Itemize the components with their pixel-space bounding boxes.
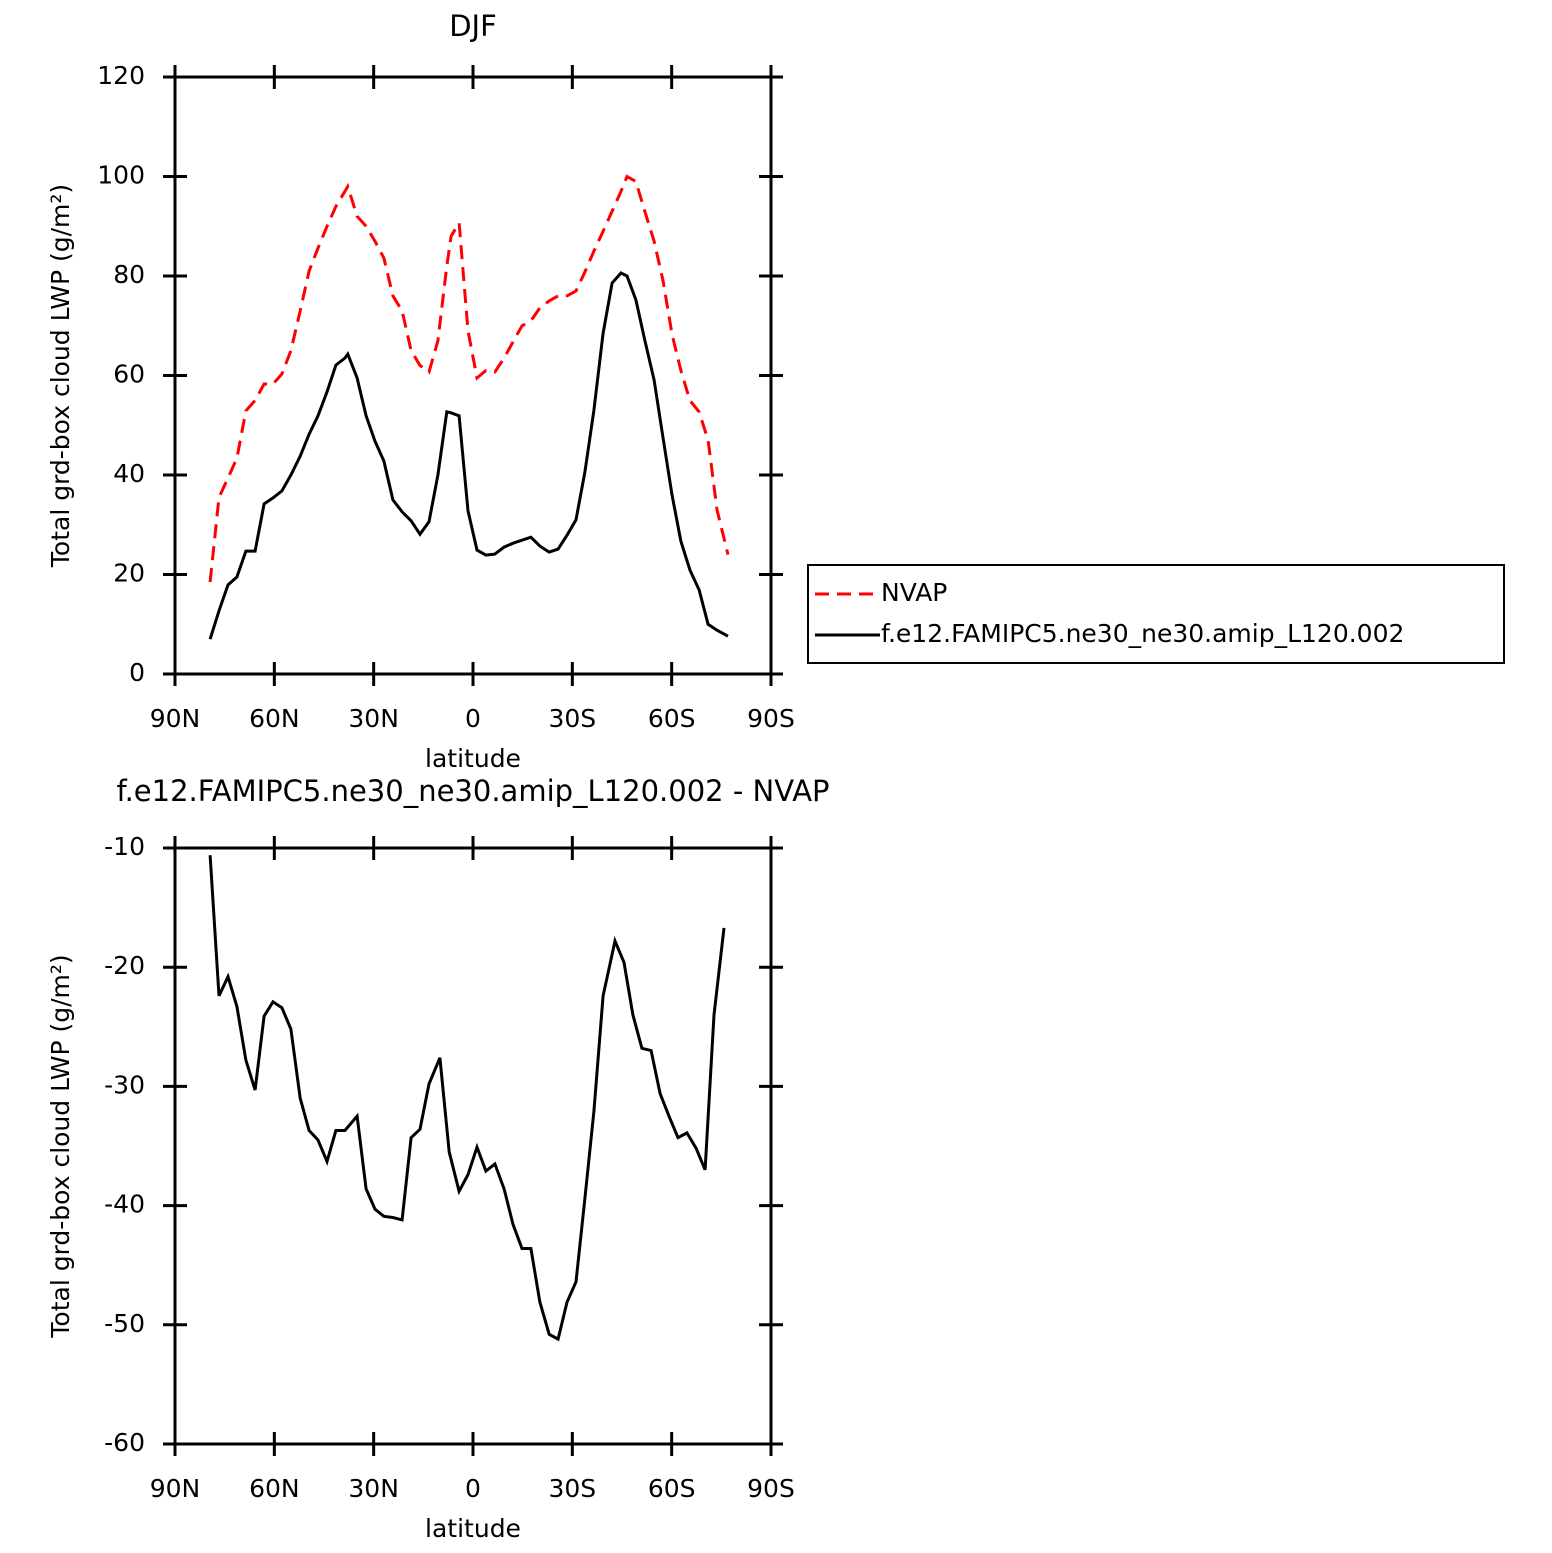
y-axis-label: Total grd-box cloud LWP (g/m²)	[46, 954, 75, 1338]
x-tick-label: 90S	[747, 704, 795, 733]
chart-title: DJF	[449, 9, 497, 43]
plot-frame	[173, 75, 773, 676]
x-axis-label: latitude	[425, 744, 521, 773]
y-tick-label: 60	[113, 360, 145, 389]
x-tick-label: 90N	[150, 704, 201, 733]
y-axis-label: Total grd-box cloud LWP (g/m²)	[46, 184, 75, 568]
x-tick-label: 60S	[648, 704, 696, 733]
y-tick-label: 120	[97, 61, 145, 90]
y-tick-label: -60	[104, 1428, 145, 1457]
y-tick-label: -10	[104, 832, 145, 861]
data-line	[208, 271, 729, 640]
plot-frame	[173, 846, 773, 1446]
y-tick-label: 0	[129, 658, 145, 687]
x-tick-label: 90N	[150, 1474, 201, 1503]
legend-label: f.e12.FAMIPC5.ne30_ne30.amip_L120.002	[881, 619, 1404, 648]
data-line	[208, 174, 730, 583]
y-tick-label: -30	[104, 1070, 145, 1099]
y-tick-label: 100	[97, 161, 145, 190]
x-tick-label: 60N	[249, 1474, 300, 1503]
chart-title: f.e12.FAMIPC5.ne30_ne30.amip_L120.002 - …	[116, 774, 829, 808]
x-tick-label: 0	[465, 1474, 481, 1503]
x-axis-label: latitude	[425, 1514, 521, 1543]
y-tick-label: -50	[104, 1309, 145, 1338]
x-tick-label: 30N	[348, 704, 399, 733]
legend-label: NVAP	[881, 578, 947, 607]
data-line	[208, 855, 726, 1342]
legend-box	[807, 564, 1505, 664]
x-tick-label: 30N	[348, 1474, 399, 1503]
x-tick-label: 90S	[747, 1474, 795, 1503]
x-tick-label: 60N	[249, 704, 300, 733]
x-tick-label: 30S	[548, 704, 596, 733]
x-tick-label: 60S	[648, 1474, 696, 1503]
y-tick-label: 40	[113, 459, 145, 488]
y-tick-label: 20	[113, 559, 145, 588]
x-tick-label: 30S	[548, 1474, 596, 1503]
y-tick-label: 80	[113, 260, 145, 289]
y-tick-label: -20	[104, 951, 145, 980]
y-tick-label: -40	[104, 1190, 145, 1219]
x-tick-label: 0	[465, 704, 481, 733]
